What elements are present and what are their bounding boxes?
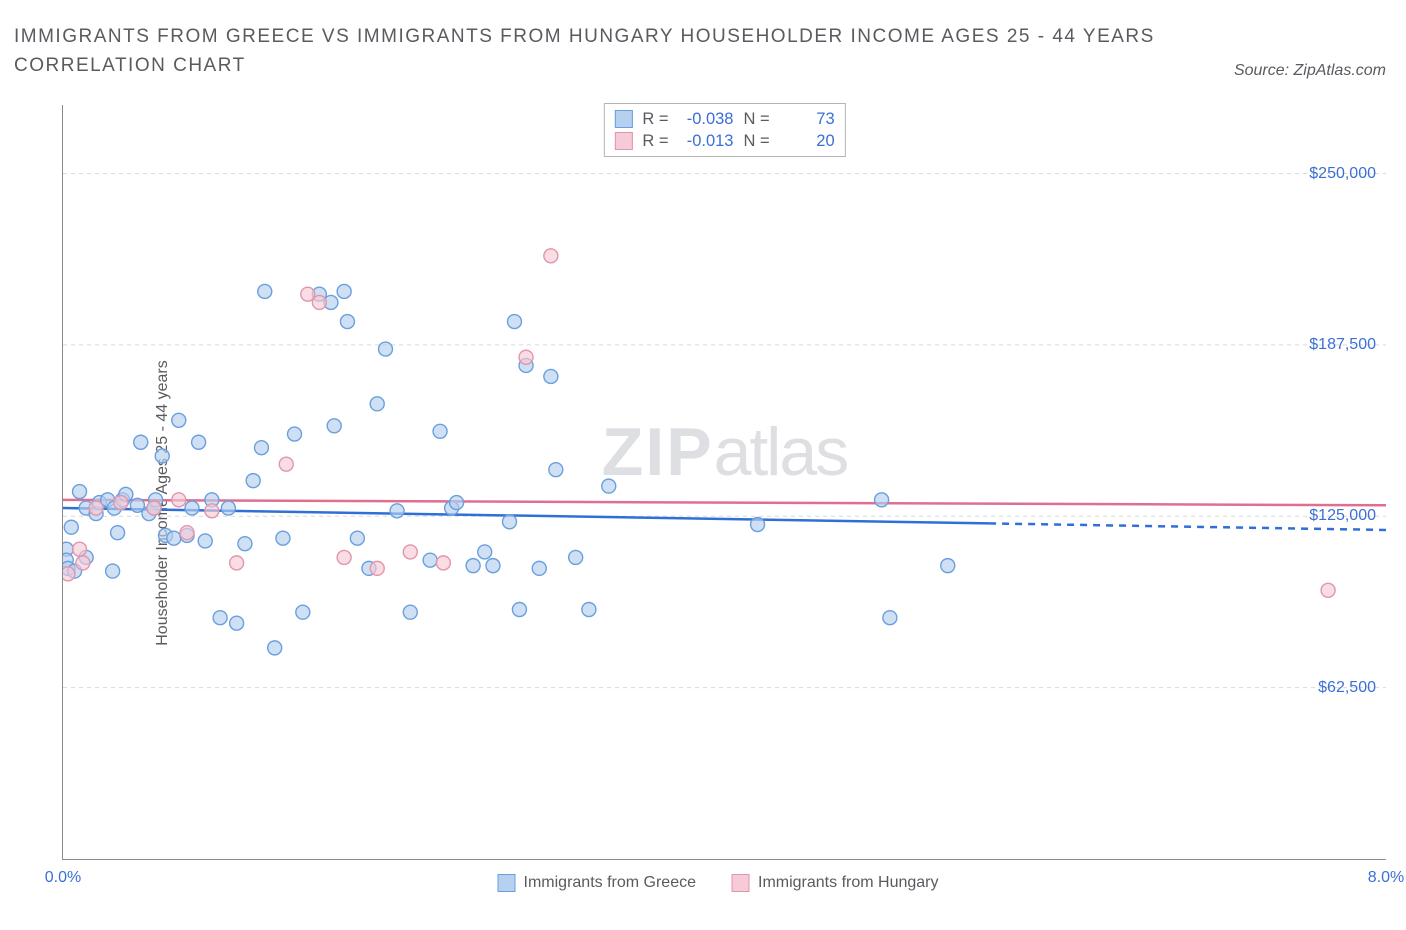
plot-svg bbox=[63, 105, 1386, 859]
swatch-series-a-icon bbox=[614, 110, 632, 128]
legend-item-a: Immigrants from Greece bbox=[498, 874, 696, 892]
n-value-a: 73 bbox=[780, 110, 835, 129]
swatch-b-icon bbox=[732, 874, 750, 892]
r-label-b: R = bbox=[642, 132, 668, 151]
x-tick-label: 8.0% bbox=[1368, 869, 1404, 887]
legend-row-a: R = -0.038 N = 73 bbox=[614, 108, 834, 130]
r-label-a: R = bbox=[642, 110, 668, 129]
legend-label-a: Immigrants from Greece bbox=[524, 874, 696, 892]
chart-area: Householder Income Ages 25 - 44 years ZI… bbox=[50, 105, 1386, 900]
y-tick-label: $187,500 bbox=[1309, 336, 1376, 354]
legend-item-b: Immigrants from Hungary bbox=[732, 874, 939, 892]
y-tick-label: $125,000 bbox=[1309, 507, 1376, 525]
plot-region: ZIPatlas R = -0.038 N = 73 R = -0.013 N … bbox=[62, 105, 1386, 860]
legend-row-b: R = -0.013 N = 20 bbox=[614, 130, 834, 152]
y-tick-label: $62,500 bbox=[1318, 679, 1376, 697]
r-value-b: -0.013 bbox=[679, 132, 734, 151]
swatch-series-b-icon bbox=[614, 132, 632, 150]
y-tick-label: $250,000 bbox=[1309, 165, 1376, 183]
source-attribution: Source: ZipAtlas.com bbox=[1234, 62, 1386, 80]
legend-label-b: Immigrants from Hungary bbox=[758, 874, 939, 892]
chart-root: IMMIGRANTS FROM GREECE VS IMMIGRANTS FRO… bbox=[0, 0, 1406, 930]
r-value-a: -0.038 bbox=[679, 110, 734, 129]
x-tick-label: 0.0% bbox=[45, 869, 81, 887]
swatch-a-icon bbox=[498, 874, 516, 892]
legend-correlation: R = -0.038 N = 73 R = -0.013 N = 20 bbox=[603, 103, 845, 157]
chart-title: IMMIGRANTS FROM GREECE VS IMMIGRANTS FRO… bbox=[14, 22, 1236, 81]
legend-series: Immigrants from Greece Immigrants from H… bbox=[498, 874, 939, 892]
n-value-b: 20 bbox=[780, 132, 835, 151]
n-label-b: N = bbox=[744, 132, 770, 151]
n-label-a: N = bbox=[744, 110, 770, 129]
